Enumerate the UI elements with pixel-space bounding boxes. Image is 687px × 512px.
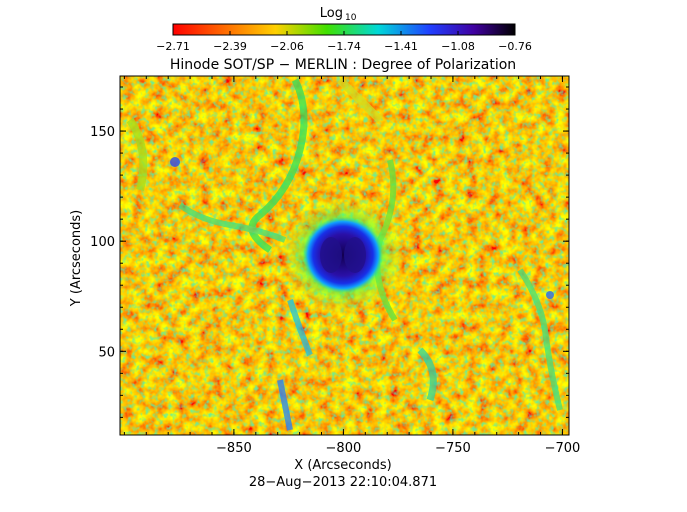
colorbar-tick-label: −2.06 (270, 40, 304, 53)
sunspot (303, 217, 383, 293)
y-axis: 50 100 150 (90, 86, 569, 418)
colorbar-label: Log (320, 6, 343, 21)
plot-frame (119, 75, 570, 436)
colorbar-ticks: −2.71 −2.39 −2.06 −1.74 −1.41 −1.08 −0.76 (156, 31, 532, 53)
x-axis-label: X (Arcseconds) (294, 458, 391, 473)
y-axis-label: Y (Arcseconds) (69, 210, 84, 307)
colorbar-tick-label: −1.08 (441, 40, 475, 53)
x-tick-label: −800 (326, 441, 362, 456)
y-tick-label: 150 (90, 125, 115, 140)
plot-title: Hinode SOT/SP − MERLIN : Degree of Polar… (170, 57, 516, 73)
timestamp: 28−Aug−2013 22:10:04.871 (249, 475, 437, 490)
colorbar-tick-label: −0.76 (498, 40, 532, 53)
y-tick-label: 50 (98, 345, 115, 360)
y-tick-label: 100 (90, 235, 115, 250)
x-tick-label: −850 (216, 441, 252, 456)
x-tick-label: −750 (435, 441, 471, 456)
colorbar-tick-label: −2.39 (213, 40, 247, 53)
colorbar-tick-label: −1.74 (327, 40, 361, 53)
colorbar-tick-label: −1.41 (384, 40, 418, 53)
polarization-image (120, 76, 569, 435)
x-axis: −850 −800 −750 −700 (123, 76, 581, 456)
colorbar-tick-label: −2.71 (156, 40, 190, 53)
colorbar-label-subscript: 10 (345, 13, 357, 23)
x-tick-label: −700 (545, 441, 581, 456)
